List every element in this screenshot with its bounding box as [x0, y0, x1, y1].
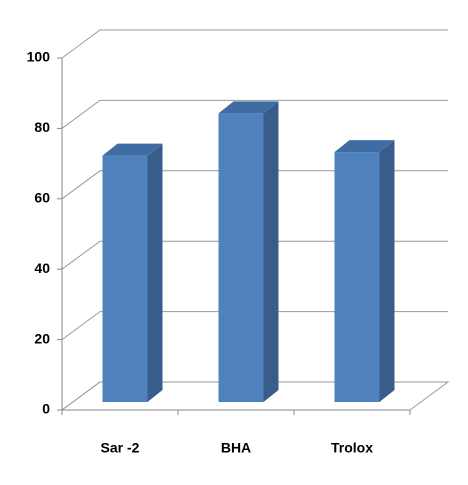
bar: [102, 155, 148, 402]
grid-line: [61, 381, 448, 411]
y-tick-label: 40: [34, 260, 50, 276]
x-tick-label: Trolox: [331, 440, 373, 456]
y-tick-label: 100: [27, 49, 51, 65]
grid-line: [61, 99, 448, 129]
x-tick-label: BHA: [221, 440, 251, 456]
grid-line: [61, 311, 448, 341]
x-tick-label: Sar -2: [101, 440, 140, 456]
bar-side: [379, 140, 395, 402]
y-tick-label: 20: [34, 330, 50, 346]
bar: [218, 113, 264, 403]
grid-line: [61, 170, 448, 200]
bar-side: [147, 143, 163, 402]
y-tick-label: 60: [34, 190, 50, 206]
bar-side: [263, 101, 279, 403]
grid-line: [61, 240, 448, 270]
grid-line: [61, 29, 448, 59]
bar-top: [218, 101, 279, 114]
y-tick-label: 0: [42, 401, 50, 417]
bar-top: [334, 140, 395, 153]
y-tick-label: 80: [34, 119, 50, 135]
bar: [334, 152, 380, 402]
bar-top: [102, 143, 163, 156]
